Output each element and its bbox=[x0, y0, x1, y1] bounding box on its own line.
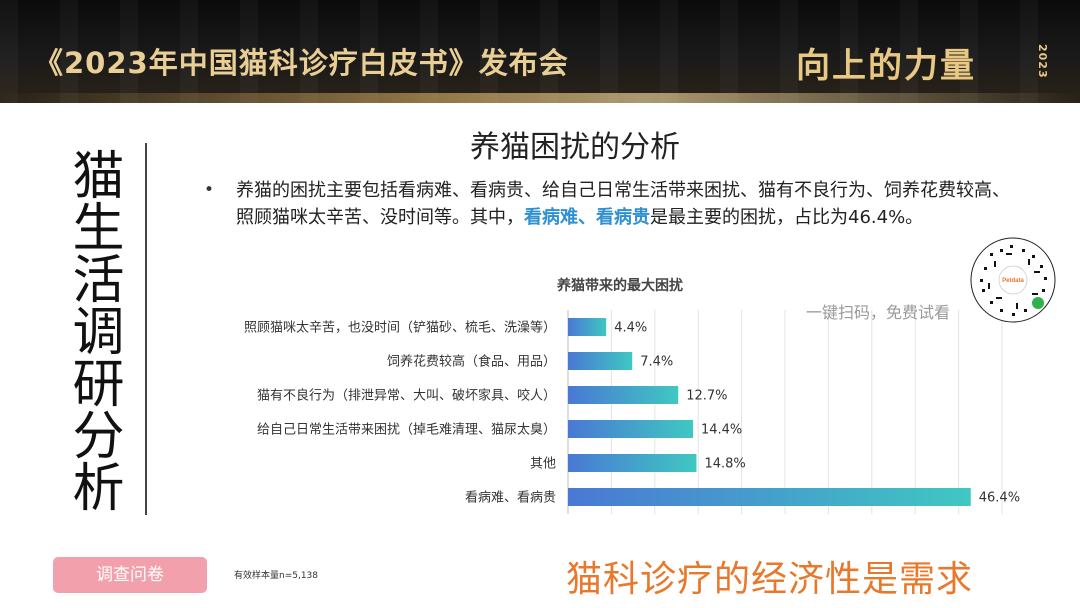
summary-text-part2: 是最主要的困扰，占比为46.4%。 bbox=[650, 207, 924, 228]
data-label: 14.8% bbox=[704, 457, 745, 472]
summary-highlight: 看病难、看病贵 bbox=[524, 207, 650, 228]
slogan-year: 2023 bbox=[1036, 44, 1049, 79]
data-label: 14.4% bbox=[701, 423, 742, 438]
bar bbox=[568, 420, 693, 438]
category-label: 其他 bbox=[530, 457, 556, 472]
data-label: 12.7% bbox=[686, 389, 727, 404]
page-title: 养猫困扰的分析 bbox=[470, 130, 680, 165]
category-label: 猫有不良行为（排泄异常、大叫、破坏家具、咬人） bbox=[257, 388, 556, 404]
conclusion-text: 猫科诊疗的经济性是需求 bbox=[566, 559, 974, 600]
event-slogan: 向上的力量 bbox=[796, 46, 976, 86]
bullet-marker: • bbox=[204, 180, 215, 200]
sample-size-note: 有效样本量n=5,138 bbox=[234, 571, 319, 581]
data-label: 4.4% bbox=[614, 321, 647, 336]
data-label: 46.4% bbox=[979, 491, 1020, 506]
bar bbox=[568, 318, 607, 336]
qr-brand: Petdata bbox=[1002, 278, 1024, 284]
survey-button[interactable]: 调查问卷 bbox=[53, 557, 207, 593]
category-label: 饲养花费较高（食品、用品） bbox=[387, 354, 556, 370]
bar bbox=[568, 454, 697, 472]
category-label: 给自己日常生活带来困扰（掉毛难清理、猫尿太臭） bbox=[257, 423, 556, 438]
event-header: 《2023年中国猫科诊疗白皮书》发布会 向上的力量 2023 bbox=[0, 0, 1080, 103]
section-divider bbox=[145, 143, 147, 515]
summary-paragraph: 养猫的困扰主要包括看病难、看病贵、给自己日常生活带来困扰、猫有不良行为、饲养花费… bbox=[236, 177, 1020, 231]
scan-hint: 一键扫码，免费试看 bbox=[806, 303, 951, 322]
section-title: 猫生活调研分析 bbox=[63, 148, 123, 512]
chart-title: 养猫带来的最大困扰 bbox=[557, 278, 683, 294]
qr-code-icon[interactable]: Petdata bbox=[970, 237, 1056, 323]
category-label: 照顾猫咪太辛苦，也没时间（铲猫砂、梳毛、洗澡等） bbox=[244, 320, 556, 336]
summary-text-part1: 养猫的困扰主要包括看病难、看病贵、给自己日常生活带来困扰、猫有不良行为、饲养花费… bbox=[236, 180, 1010, 228]
bar bbox=[568, 488, 971, 506]
event-title: 《2023年中国猫科诊疗白皮书》发布会 bbox=[34, 46, 569, 80]
bar bbox=[568, 352, 633, 370]
bar bbox=[568, 386, 679, 404]
category-label: 看病难、看病贵 bbox=[465, 490, 556, 506]
data-label: 7.4% bbox=[640, 355, 673, 370]
